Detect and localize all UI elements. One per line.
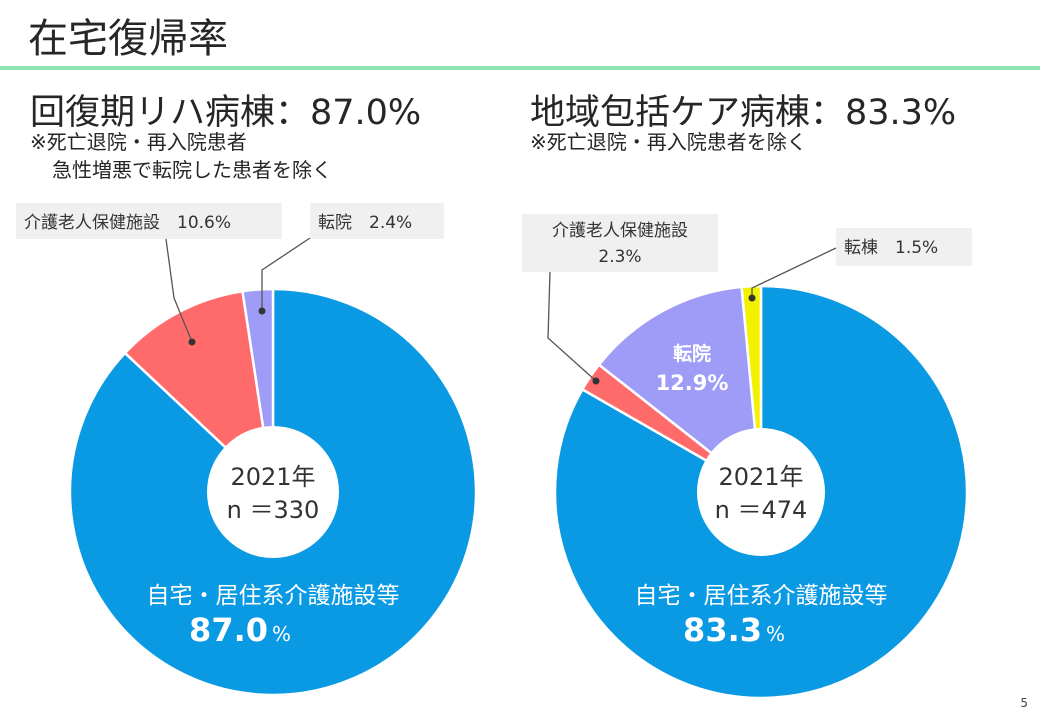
pie-slice-3 bbox=[597, 285, 763, 495]
right-donut-hole bbox=[697, 428, 825, 556]
right-note-line1: ※死亡退院・再入院患者を除く bbox=[530, 130, 807, 154]
left-note-line1: ※死亡退院・再入院患者 bbox=[30, 130, 247, 154]
page-title: 在宅復帰率 bbox=[28, 16, 228, 62]
right-callout-ward-text: 転棟 1.5% bbox=[844, 238, 938, 258]
right-callout-care-text2: 2.3% bbox=[598, 247, 641, 267]
left-callout-care-dot bbox=[188, 338, 196, 346]
right-callout-care-text1: 介護老人保健施設 bbox=[552, 221, 688, 241]
left-callout-care-box bbox=[16, 203, 282, 239]
title-divider bbox=[0, 66, 1040, 70]
left-callout-care-text: 介護老人保健施設 10.6% bbox=[24, 213, 231, 233]
left-center-year: 2021年 bbox=[230, 463, 315, 491]
left-callout-transfer-text: 転院 2.4% bbox=[318, 213, 412, 233]
left-callout-transfer-leader bbox=[261, 237, 311, 311]
right-callout-ward-dot bbox=[748, 294, 756, 302]
right-transfer-slice-label: 転院 bbox=[673, 342, 711, 365]
left-donut: 2021年 n ＝330 自宅・居住系介護施設等 87.0 % 介護老人保健施設… bbox=[16, 203, 478, 697]
right-callout-care-leader bbox=[547, 271, 597, 382]
right-main-slice-value: 83.3 bbox=[683, 611, 762, 649]
left-main-slice-label: 自宅・居住系介護施設等 bbox=[147, 583, 400, 609]
left-donut-hole bbox=[207, 426, 339, 558]
left-callout-transfer-box bbox=[310, 203, 444, 239]
right-callout-care-dot bbox=[592, 377, 600, 385]
right-donut: 2021年 n ＝474 自宅・居住系介護施設等 83.3 % 転院 12.9%… bbox=[522, 214, 972, 700]
left-main-slice-value: 87.0 bbox=[189, 611, 268, 649]
right-transfer-slice-value: 12.9% bbox=[656, 371, 729, 395]
left-note-line2: 急性増悪で転院した患者を除く bbox=[52, 158, 332, 182]
right-center-n: n ＝474 bbox=[715, 496, 808, 524]
left-main-slice-unit: % bbox=[272, 622, 291, 646]
pie-slice-1 bbox=[553, 284, 969, 700]
left-chart-heading: 回復期リハ病棟：87.0% bbox=[30, 93, 422, 133]
right-center-year: 2021年 bbox=[718, 463, 803, 491]
right-callout-care-box bbox=[522, 214, 718, 272]
right-main-slice-unit: % bbox=[766, 622, 785, 646]
left-callout-care-leader bbox=[165, 238, 193, 343]
right-callout-ward-box bbox=[836, 228, 972, 266]
right-chart-heading: 地域包括ケア病棟：83.3% bbox=[530, 93, 957, 133]
left-callout-transfer-dot bbox=[258, 307, 266, 315]
right-main-slice-label: 自宅・居住系介護施設等 bbox=[635, 583, 888, 609]
page-number: 5 bbox=[1020, 696, 1028, 710]
left-center-n: n ＝330 bbox=[227, 496, 320, 524]
